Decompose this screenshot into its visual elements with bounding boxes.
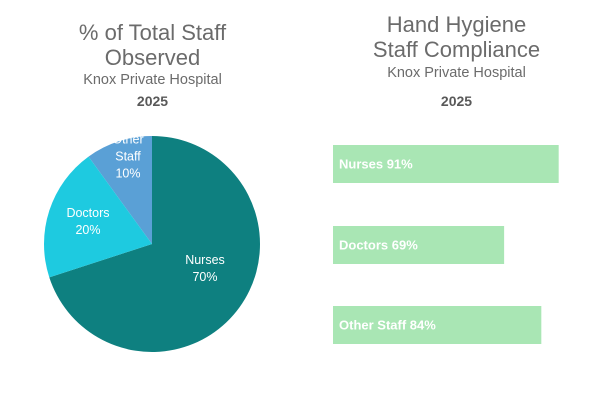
pie-slice-other-staff: [88, 136, 152, 244]
bar-label-2: Other Staff 84%: [339, 317, 436, 332]
pie-year: 2025: [136, 93, 169, 109]
bar-title-line1: Hand Hygiene: [386, 12, 527, 37]
pie-label-other-staff-2: 10%: [115, 166, 140, 180]
bar-2: [333, 306, 542, 344]
bar-title-line2: Staff Compliance: [372, 37, 541, 62]
pie-chart: Nurses 70% Other Staff 10% Doctors 20%: [43, 132, 261, 352]
compliance-panel: Hand Hygiene Staff Compliance Knox Priva…: [305, 0, 608, 402]
pie-slice-doctors: [43, 156, 152, 278]
pie-label-doctors-1: 20%: [75, 223, 100, 237]
bar-year: 2025: [440, 93, 473, 109]
bar-subtitle: Knox Private Hospital: [387, 65, 526, 81]
pie-label-nurses-0: Nurses: [185, 253, 225, 267]
pie-label-other-staff-0: Other: [112, 132, 143, 146]
staff-observed-panel: % of Total Staff Observed Knox Private H…: [43, 20, 261, 352]
bar-1: [333, 226, 505, 264]
bar-0: [333, 145, 559, 183]
pie-label-nurses-1: 70%: [192, 270, 217, 284]
pie-slice-nurses: [49, 136, 261, 352]
pie-label-doctors-0: Doctors: [66, 206, 109, 220]
pie-title-line1: % of Total Staff: [78, 20, 227, 45]
pie-label-other-staff-1: Staff: [115, 149, 141, 163]
pie-subtitle: Knox Private Hospital: [83, 72, 222, 88]
bar-chart: Nurses 91% Doctors 69% Other Staff 84%: [333, 145, 559, 344]
bar-label-1: Doctors 69%: [339, 237, 418, 252]
pie-title-line2: Observed: [104, 45, 201, 70]
bar-label-0: Nurses 91%: [339, 156, 413, 171]
